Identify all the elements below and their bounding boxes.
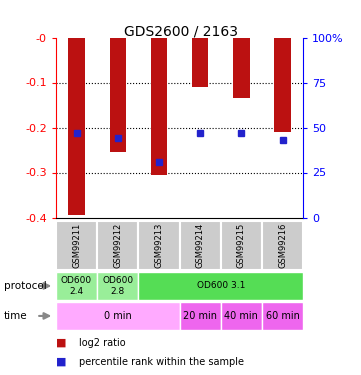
Text: ■: ■ [56,338,66,348]
Bar [56,272,97,300]
Bar [138,221,180,270]
Text: GSM99214: GSM99214 [196,223,205,268]
Text: GSM99215: GSM99215 [237,223,246,268]
Bar [221,302,262,330]
Text: percentile rank within the sample: percentile rank within the sample [79,357,244,367]
Text: time: time [4,311,27,321]
Text: OD600 3.1: OD600 3.1 [197,281,245,291]
Bar [138,272,303,300]
Bar [192,38,208,87]
Text: GDS2600 / 2163: GDS2600 / 2163 [123,24,238,38]
Bar [262,221,303,270]
Bar [109,38,126,152]
Bar [151,38,167,175]
Bar [68,38,85,215]
Bar [56,221,97,270]
Text: log2 ratio: log2 ratio [79,338,126,348]
Bar [56,302,180,330]
Text: 0 min: 0 min [104,311,132,321]
Bar [221,221,262,270]
Bar [233,38,250,98]
Text: 60 min: 60 min [266,311,300,321]
Text: GSM99216: GSM99216 [278,223,287,268]
Bar [180,221,221,270]
Text: ■: ■ [56,357,66,367]
Bar [262,302,303,330]
Text: protocol: protocol [4,281,46,291]
Text: OD600
2.4: OD600 2.4 [61,276,92,296]
Bar [97,221,138,270]
Text: GSM99212: GSM99212 [113,223,122,268]
Text: 20 min: 20 min [183,311,217,321]
Text: GSM99211: GSM99211 [72,223,81,268]
Bar [274,38,291,132]
Bar [97,272,138,300]
Text: 40 min: 40 min [225,311,258,321]
Bar [180,302,221,330]
Text: GSM99213: GSM99213 [155,223,164,268]
Text: OD600
2.8: OD600 2.8 [102,276,133,296]
